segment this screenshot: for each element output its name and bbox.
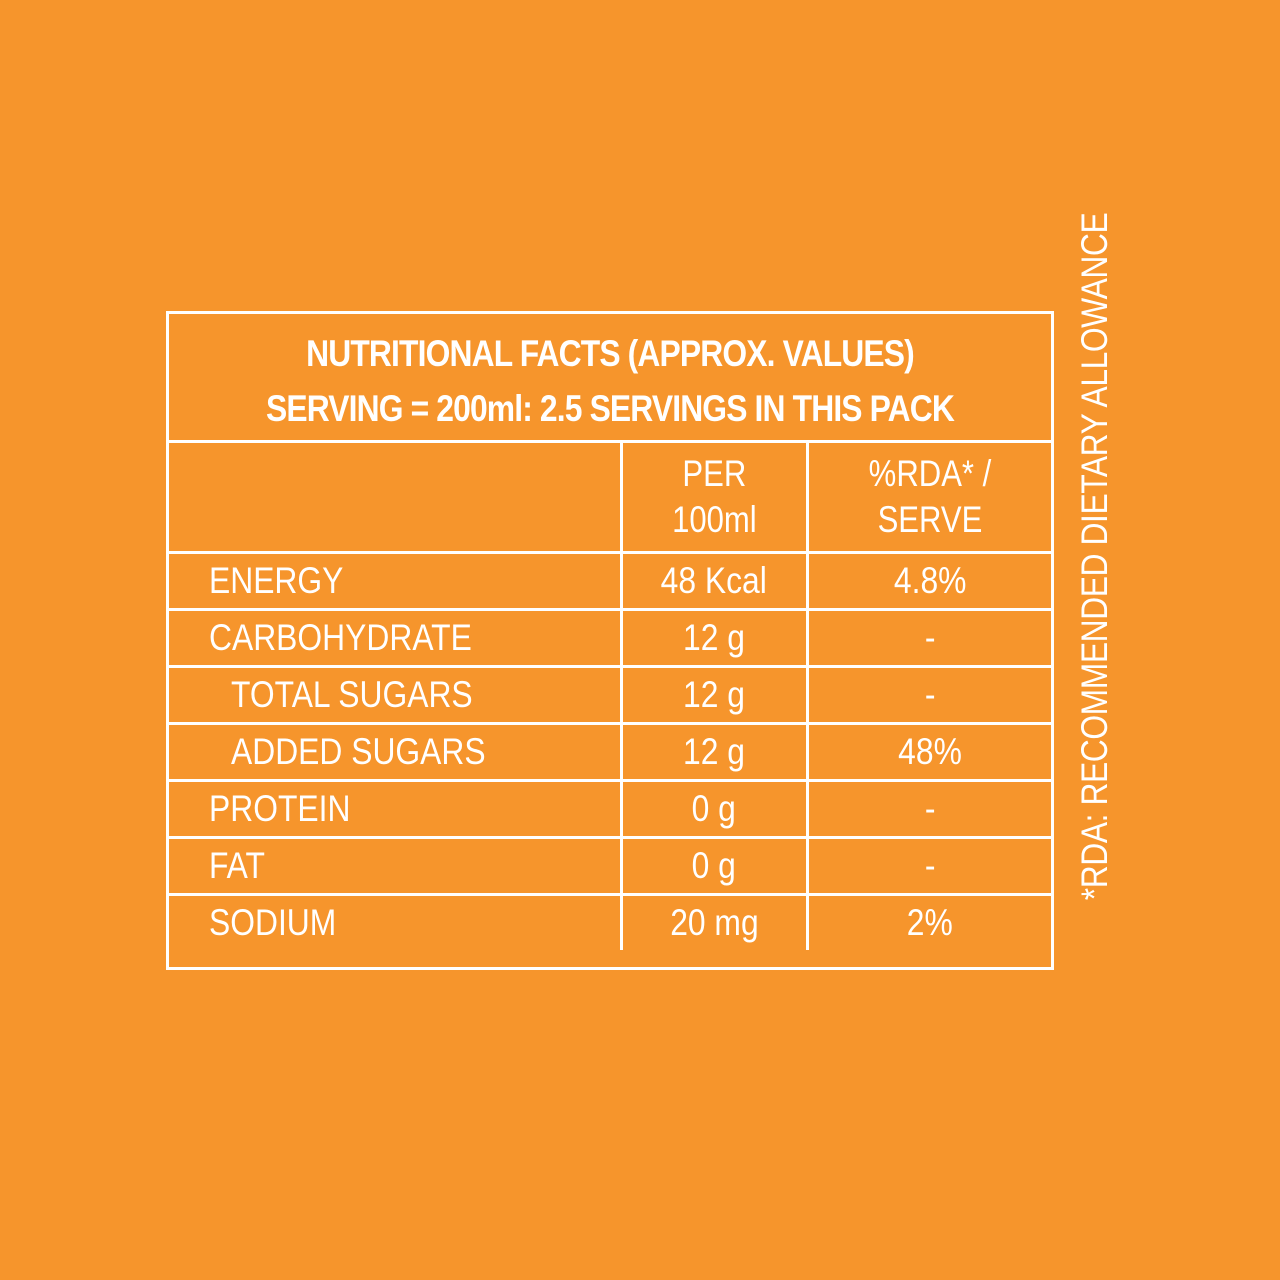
nutrient-name: FAT (169, 836, 623, 896)
rda-value: 4.8% (805, 551, 1051, 611)
table-header-row: PER 100ml %RDA* / SERVE (169, 443, 1051, 554)
table-row: CARBOHYDRATE 12 g - (169, 608, 1051, 668)
per-100ml-value: 0 g (619, 779, 809, 839)
serving-info: SERVING = 200ml: 2.5 SERVINGS IN THIS PA… (265, 388, 955, 429)
table-row: SODIUM 20 mg 2% (169, 893, 1051, 950)
column-header-nutrient (169, 443, 623, 554)
nutrition-title: NUTRITIONAL FACTS (APPROX. VALUES) (306, 333, 915, 374)
nutrient-name: PROTEIN (169, 779, 623, 839)
rda-value: - (805, 665, 1051, 725)
nutrient-name: CARBOHYDRATE (169, 608, 623, 668)
nutrition-table: PER 100ml %RDA* / SERVE ENERGY 48 Kcal 4.8… (169, 443, 1051, 950)
nutrition-facts-panel: NUTRITIONAL FACTS (APPROX. VALUES) SERVI… (166, 311, 1054, 970)
table-row: PROTEIN 0 g - (169, 779, 1051, 839)
per-100ml-value: 20 mg (619, 893, 809, 950)
nutrient-name: SODIUM (169, 893, 623, 950)
column-header-per-100ml: PER 100ml (619, 443, 809, 554)
per-100ml-value: 12 g (619, 608, 809, 668)
nutrient-name: TOTAL SUGARS (169, 665, 623, 725)
rda-value: - (805, 779, 1051, 839)
nutrient-name: ENERGY (169, 551, 623, 611)
rda-value: - (805, 608, 1051, 668)
per-100ml-value: 0 g (619, 836, 809, 896)
table-row: FAT 0 g - (169, 836, 1051, 896)
per-100ml-value: 12 g (619, 722, 809, 782)
rda-footnote: *RDA: RECOMMENDED DIETARY ALLOWANCE (1074, 212, 1115, 901)
table-row: ADDED SUGARS 12 g 48% (169, 722, 1051, 782)
nutrition-title-block: NUTRITIONAL FACTS (APPROX. VALUES) SERVI… (169, 314, 1051, 443)
rda-value: 2% (805, 893, 1051, 950)
per-100ml-value: 12 g (619, 665, 809, 725)
table-row: TOTAL SUGARS 12 g - (169, 665, 1051, 725)
column-header-rda-serve: %RDA* / SERVE (805, 443, 1051, 554)
rda-value: 48% (805, 722, 1051, 782)
nutrient-name: ADDED SUGARS (169, 722, 623, 782)
table-row: ENERGY 48 Kcal 4.8% (169, 551, 1051, 611)
rda-value: - (805, 836, 1051, 896)
per-100ml-value: 48 Kcal (619, 551, 809, 611)
